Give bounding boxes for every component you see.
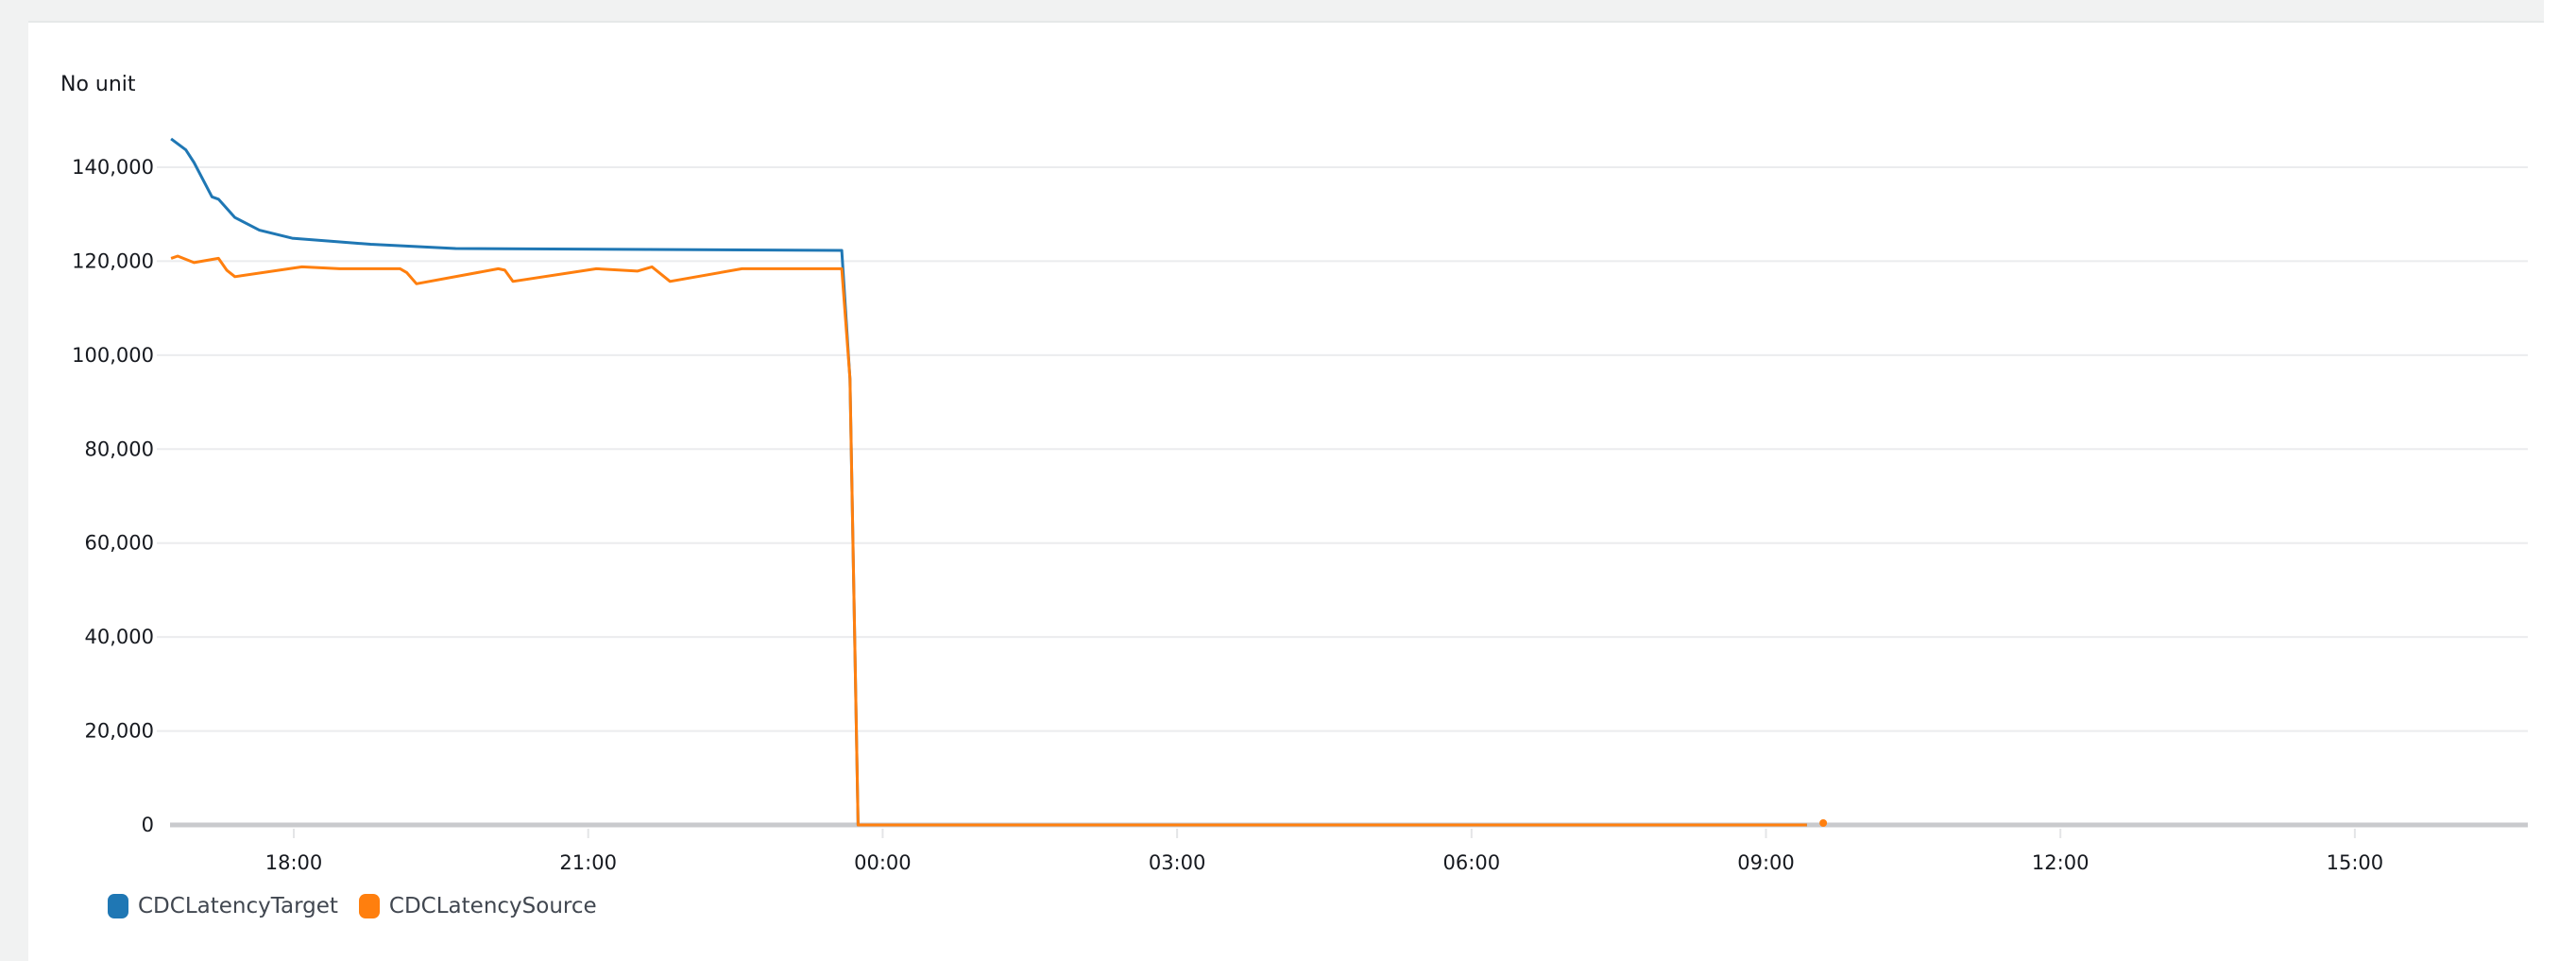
y-tick-label: 0: [142, 814, 154, 836]
y-tick-label: 80,000: [85, 438, 154, 460]
legend: CDCLatencyTarget CDCLatencySource: [108, 894, 618, 918]
page-background-top: [0, 0, 2544, 23]
legend-item-cdclatencytarget[interactable]: CDCLatencyTarget: [108, 894, 338, 918]
legend-label: CDCLatencySource: [388, 894, 597, 918]
x-tick-label: 00:00: [854, 851, 912, 874]
page-background-left: [0, 0, 28, 961]
legend-swatch-source: [358, 894, 380, 918]
legend-label: CDCLatencyTarget: [138, 894, 338, 918]
series-line-cdclatencysource: [170, 254, 1807, 827]
x-tick-label: 09:00: [1737, 851, 1795, 874]
legend-item-cdclatencysource[interactable]: CDCLatencySource: [358, 894, 597, 918]
y-axis-ticks: 0 20,000 40,000 60,000 80,000 100,000 120,000 1…: [72, 156, 154, 836]
y-unit-label: No unit: [60, 73, 136, 96]
x-tick-label: 06:00: [1443, 851, 1501, 874]
x-tick-label: 21:00: [559, 851, 617, 874]
x-tick-label: 12:00: [2032, 851, 2090, 874]
y-tick-label: 100,000: [72, 344, 154, 367]
x-tick-label: 15:00: [2327, 851, 2384, 874]
y-tick-label: 120,000: [72, 249, 154, 272]
data-point: [1819, 819, 1828, 827]
chart-panel: [28, 23, 2544, 961]
legend-swatch-target: [108, 894, 128, 918]
y-tick-label: 20,000: [85, 720, 154, 743]
x-tick-label: 03:00: [1149, 851, 1206, 874]
y-tick-label: 40,000: [85, 626, 154, 648]
series-line-cdclatencytarget: [170, 137, 1807, 827]
gridlines: [157, 166, 2528, 828]
y-tick-label: 140,000: [72, 156, 154, 179]
series-lines: [170, 137, 1828, 827]
x-tick-label: 18:00: [265, 851, 323, 874]
x-axis-ticks: 18:00 21:00 00:00 03:00 06:00 09:00 12:00 15:00: [265, 829, 2383, 874]
y-tick-label: 60,000: [85, 532, 154, 555]
